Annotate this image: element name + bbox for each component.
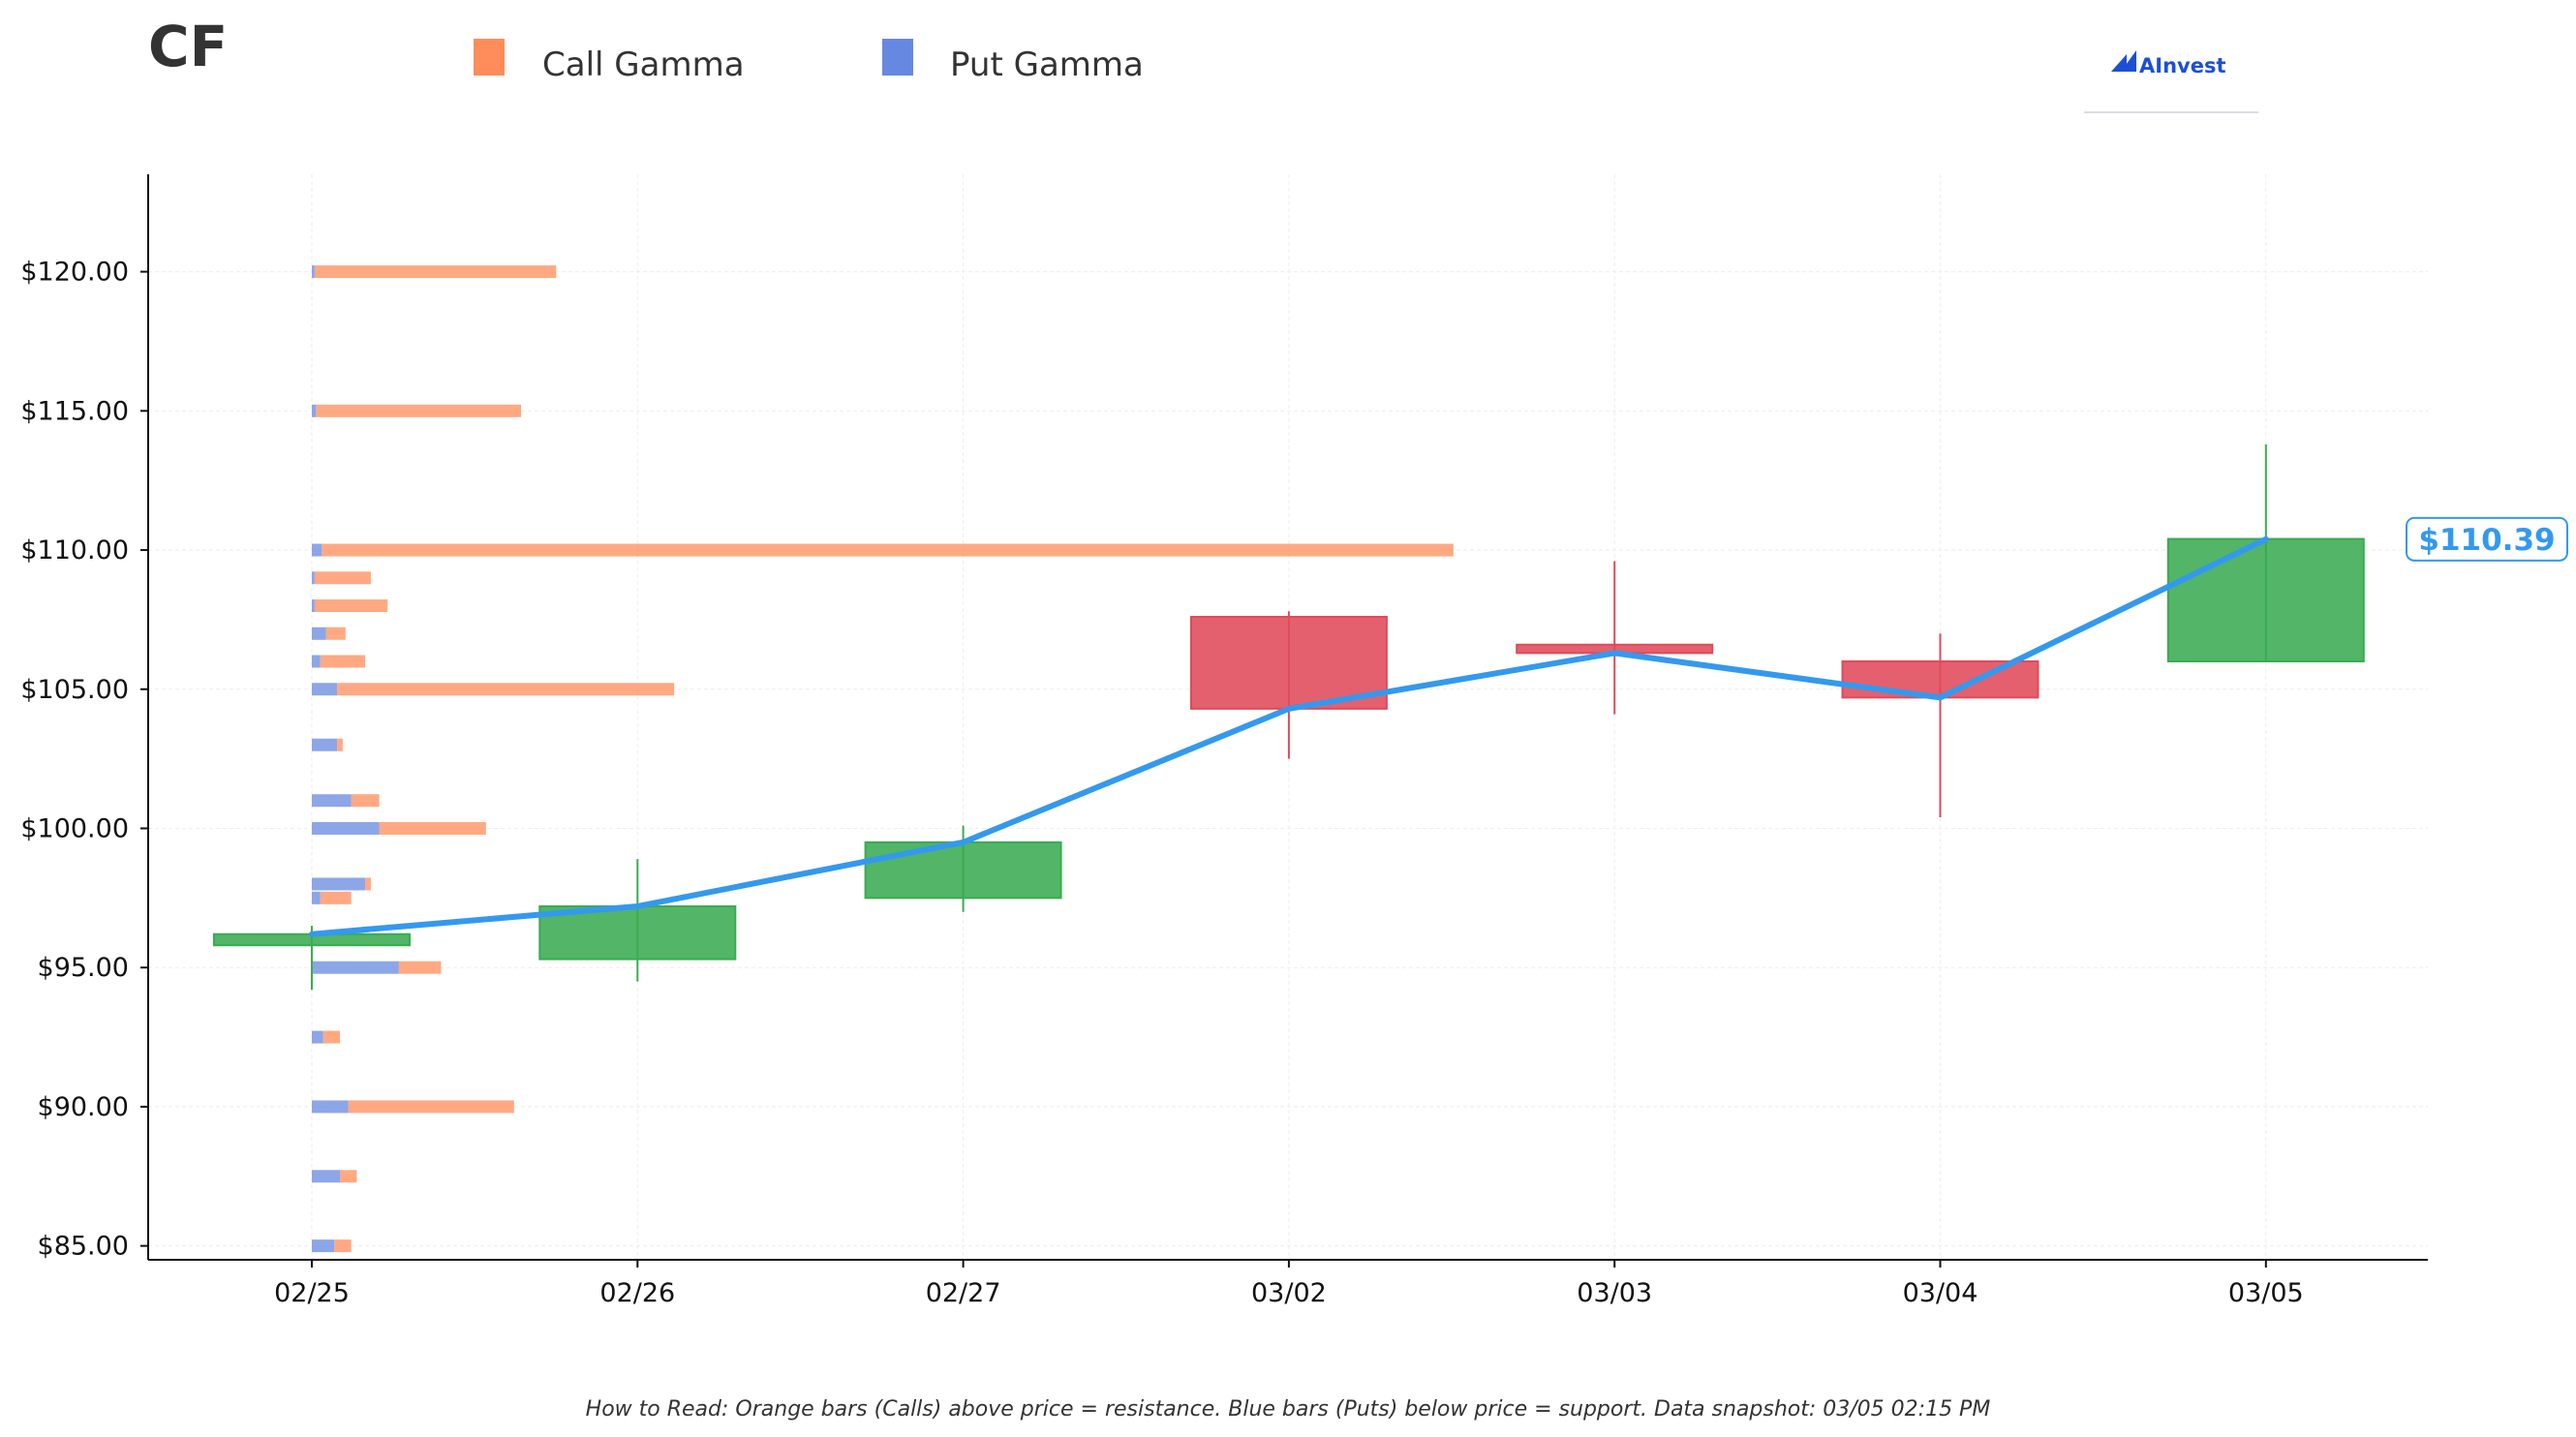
put-gamma-bar (312, 1100, 349, 1114)
price-label-layer: $110.39 (2406, 516, 2568, 562)
x-tick-label: 03/04 (1903, 1278, 1978, 1308)
call-gamma-bar (351, 794, 380, 808)
call-gamma-bar (320, 655, 366, 668)
y-tick-label: $85.00 (38, 1232, 129, 1262)
call-gamma-bar (340, 1170, 357, 1183)
call-gamma-bar (379, 821, 486, 835)
candle-body (2166, 537, 2365, 663)
y-tick-label: $115.00 (20, 396, 129, 426)
call-gamma-bar (314, 571, 371, 585)
put-gamma-bar (312, 821, 380, 835)
put-gamma-bar (312, 961, 399, 974)
y-tick-label: $95.00 (38, 953, 129, 983)
put-gamma-bar (312, 655, 321, 668)
x-tick-label: 03/02 (1251, 1278, 1327, 1308)
gamma-bars (312, 265, 1454, 1253)
ticker-title: CF (148, 14, 228, 79)
put-gamma-bar (312, 738, 338, 751)
candle-body (538, 904, 737, 961)
y-tick-label: $100.00 (20, 813, 129, 843)
put-gamma-bar (312, 1030, 323, 1044)
x-tick-label: 03/05 (2228, 1278, 2304, 1308)
call-gamma-bar (348, 1100, 514, 1114)
y-tick-label: $90.00 (38, 1092, 129, 1122)
put-gamma-bar (312, 543, 322, 557)
x-tick-label: 03/03 (1577, 1278, 1652, 1308)
put-gamma-bar (312, 404, 317, 417)
legend: Call Gamma Put Gamma (474, 39, 1144, 84)
ainvest-logo: AInvest (2084, 50, 2258, 113)
call-gamma-bar (337, 683, 675, 696)
y-tick-label: $105.00 (20, 675, 129, 705)
call-gamma-legend-label: Call Gamma (542, 46, 745, 84)
put-gamma-bar (312, 794, 352, 808)
put-gamma-bar (312, 599, 315, 613)
close-price-line (309, 535, 2269, 937)
call-gamma-bar (365, 877, 371, 891)
call-gamma-bar (337, 738, 343, 751)
y-tick-label: $120.00 (20, 258, 129, 288)
put-gamma-bar (312, 1239, 335, 1253)
put-gamma-bar (312, 627, 326, 640)
call-gamma-bar (314, 265, 557, 279)
put-gamma-legend-label: Put Gamma (950, 46, 1144, 84)
call-gamma-bar (325, 627, 346, 640)
x-tick-label: 02/26 (599, 1278, 675, 1308)
candle-body (1189, 616, 1388, 710)
last-price-label: $110.39 (2418, 523, 2555, 558)
x-tick-label: 02/27 (926, 1278, 1001, 1308)
call-gamma-bar (316, 404, 522, 417)
ainvest-logo-icon (2111, 50, 2136, 72)
close-line-layer (309, 535, 2269, 937)
y-tick-label: $110.00 (20, 535, 129, 566)
put-gamma-legend-swatch (882, 39, 913, 76)
axes: $85.00 $90.00 $95.00 $100.00 $105.00 $110.00 $… (20, 174, 2428, 1308)
last-price-badge (2406, 516, 2568, 562)
call-gamma-bar (334, 1239, 352, 1253)
x-tick-label: 02/25 (274, 1278, 350, 1308)
ainvest-logo-text: AInvest (2139, 54, 2226, 77)
put-gamma-bar (312, 265, 315, 279)
call-gamma-bar (322, 543, 1454, 557)
call-gamma-legend-swatch (474, 39, 505, 76)
call-gamma-bar (322, 1030, 340, 1044)
candle-body (864, 841, 1062, 900)
put-gamma-bar (312, 571, 315, 585)
put-gamma-bar (312, 877, 366, 891)
put-gamma-bar (312, 683, 338, 696)
how-to-read-note: How to Read: Orange bars (Calls) above p… (586, 1397, 1991, 1422)
put-gamma-bar (312, 1170, 340, 1183)
put-gamma-bar (312, 891, 321, 904)
call-gamma-bar (314, 599, 388, 613)
call-gamma-bar (320, 891, 352, 904)
call-gamma-bar (398, 961, 442, 974)
